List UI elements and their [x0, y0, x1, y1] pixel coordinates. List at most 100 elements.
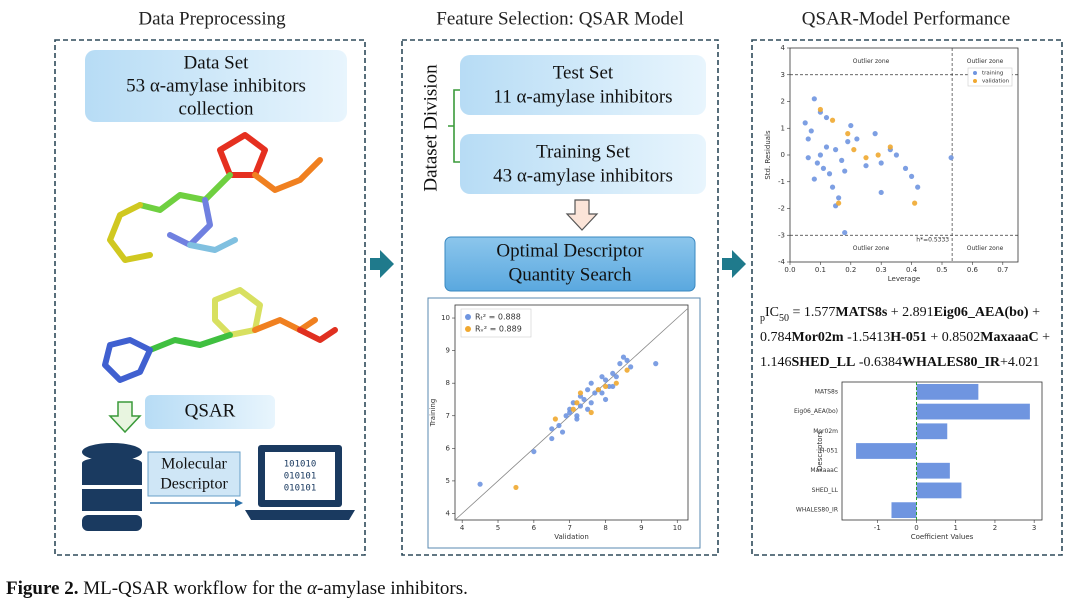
- point: [531, 448, 537, 455]
- molecule: [102, 132, 338, 383]
- point: [563, 413, 569, 419]
- x-tick-label: 1: [953, 524, 957, 532]
- y-tick-label: 4: [781, 44, 786, 52]
- x-tick-label: -1: [874, 524, 881, 532]
- point: [624, 357, 630, 363]
- point: [805, 155, 811, 161]
- equation-part: MATS8s: [835, 305, 887, 320]
- point: [836, 200, 842, 206]
- point: [839, 157, 845, 163]
- y-tick-label: 6: [446, 444, 451, 452]
- equation-part: 1.146: [760, 355, 792, 370]
- y-tick-label: 1: [781, 124, 785, 132]
- x-axis-label: Leverage: [888, 275, 920, 283]
- point: [829, 184, 836, 190]
- box-text: Descriptor: [160, 476, 228, 493]
- x-axis-label: Validation: [554, 533, 589, 541]
- point: [602, 383, 609, 390]
- point: [836, 195, 842, 201]
- box-text: QSAR: [185, 400, 236, 421]
- point: [610, 370, 616, 377]
- bar: [916, 482, 962, 499]
- descriptor-box: [147, 451, 241, 497]
- y-tick-label: Eig06_AEA(bo): [794, 408, 838, 415]
- point: [602, 396, 609, 403]
- legend-marker: [973, 79, 977, 83]
- bar: [891, 502, 917, 519]
- y-axis-label: Std. Residuals: [764, 130, 772, 180]
- point: [887, 144, 893, 150]
- point: [477, 481, 483, 487]
- point: [549, 426, 555, 432]
- plot-area: [454, 304, 689, 521]
- annotation: Outlier zone: [853, 58, 890, 65]
- box-text: Data Set: [184, 52, 250, 73]
- point: [549, 435, 555, 442]
- down-arrow: [108, 401, 142, 434]
- x-tick-label: 7: [567, 524, 571, 532]
- equation-part: +4.021: [1000, 355, 1039, 370]
- x-axis-label: Coefficient Values: [911, 533, 974, 541]
- box-text: 53 α-amylase inhibitors: [126, 75, 306, 96]
- plot-frame: [427, 297, 701, 549]
- point: [628, 364, 634, 370]
- optimal-box: [444, 236, 696, 292]
- point: [606, 383, 612, 390]
- equation-part: = 1.577: [789, 305, 835, 320]
- y-tick-label: MaxaaaC: [810, 467, 838, 474]
- equation-part: p: [760, 313, 765, 324]
- caption-label: Figure 2.: [6, 578, 78, 599]
- panel-heading: QSAR-Model Performance: [802, 8, 1010, 29]
- point: [513, 484, 519, 491]
- equation-part: SHED_LL: [792, 355, 856, 370]
- bar: [916, 423, 948, 440]
- equation-part: + 0.8502: [927, 330, 980, 345]
- box-text: collection: [179, 98, 254, 119]
- x-tick-label: 0.6: [967, 266, 979, 274]
- panel-heading: Feature Selection: QSAR Model: [436, 8, 684, 29]
- point: [811, 176, 817, 182]
- equation-part: Mor02m: [792, 330, 844, 345]
- equation-line: 1.146SHED_LL -0.6384WHALES80_IR+4.021: [760, 355, 1039, 370]
- x-tick-label: 8: [603, 524, 607, 532]
- point: [620, 354, 627, 360]
- point: [878, 160, 884, 166]
- panel-frames: [54, 39, 1063, 556]
- bar: [916, 462, 950, 479]
- point: [574, 400, 580, 406]
- point: [552, 416, 558, 422]
- equation-part: IC: [765, 305, 779, 320]
- point: [588, 409, 594, 416]
- point: [909, 173, 915, 179]
- point: [574, 416, 580, 422]
- y-tick-label: MATS8s: [815, 388, 838, 395]
- point: [802, 120, 808, 126]
- point: [912, 200, 918, 206]
- x-tick-label: 0.0: [784, 266, 795, 274]
- point: [613, 374, 619, 380]
- point: [948, 155, 954, 161]
- legend-marker: [973, 71, 977, 75]
- y-tick-label: 8: [446, 379, 450, 387]
- binary-text: 101010: [284, 460, 317, 470]
- caption-text: α: [307, 578, 318, 599]
- qsar-box: [145, 395, 275, 429]
- equation-line: 0.784Mor02m -1.5413H-051 + 0.8502MaxaaaC…: [760, 330, 1050, 345]
- point: [817, 152, 824, 158]
- x-tick-label: 5: [496, 524, 500, 532]
- database-icon: [82, 443, 142, 531]
- equation-part: H-051: [890, 330, 927, 345]
- legend-marker: [465, 326, 471, 332]
- panel-heading: Data Preprocessing: [138, 8, 286, 29]
- point: [585, 406, 591, 412]
- equation-part: Eig06_AEA(bo): [934, 305, 1029, 320]
- annotation: Outlier zone: [967, 58, 1004, 65]
- point: [845, 139, 851, 145]
- bar: [916, 403, 1030, 420]
- y-tick-label: 9: [446, 347, 450, 355]
- legend-label: training: [982, 71, 1003, 77]
- dataset-division-label: Dataset Division: [420, 64, 441, 192]
- plot-area: [841, 381, 1043, 521]
- equation-part: -1.5413: [844, 330, 891, 345]
- connector-head: [235, 499, 243, 507]
